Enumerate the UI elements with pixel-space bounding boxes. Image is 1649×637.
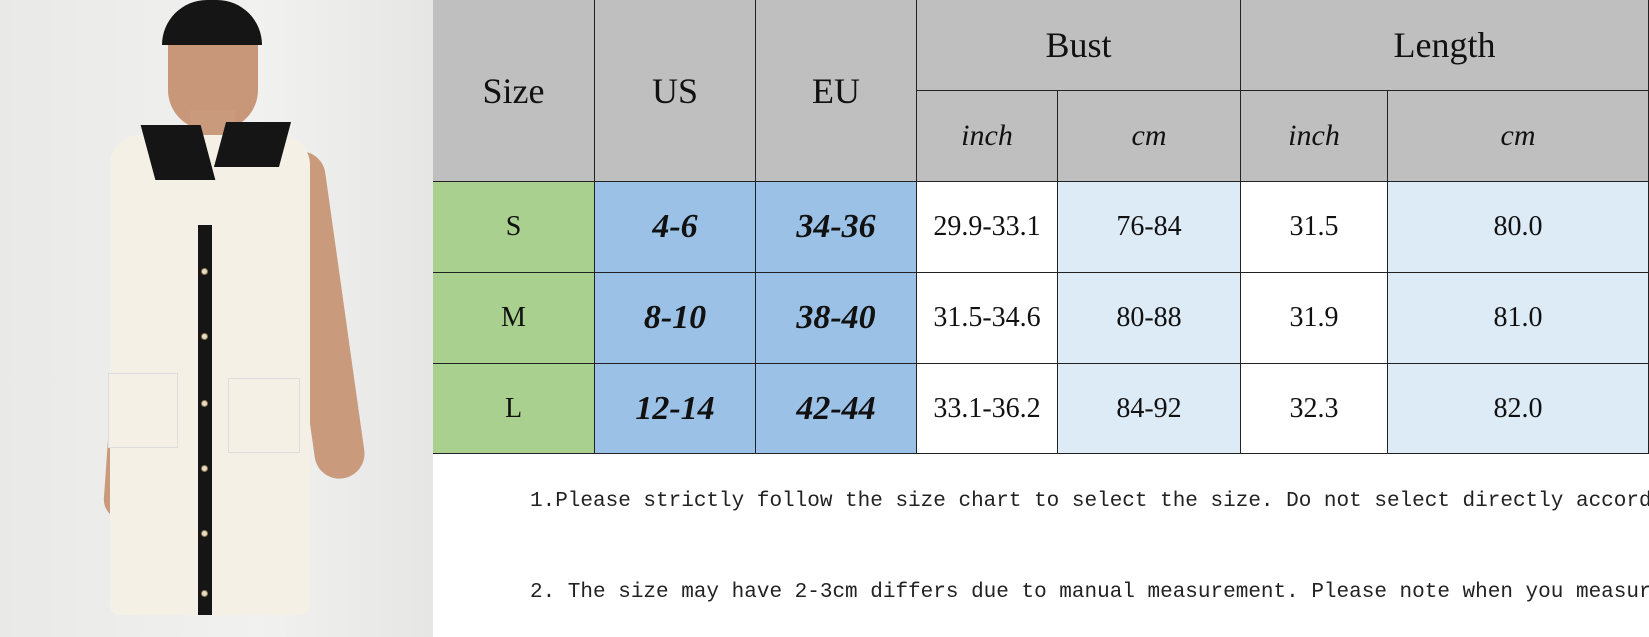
note-2: 2. The size may have 2-3cm differs due t… (530, 581, 1649, 604)
cell-bust-inch: 31.5-34.6 (917, 273, 1058, 364)
header-bust-inch: inch (917, 91, 1058, 182)
cell-length-cm: 81.0 (1388, 273, 1649, 364)
cell-length-inch: 31.9 (1241, 273, 1388, 364)
cell-size: M (433, 273, 595, 364)
product-photo (0, 0, 433, 637)
header-size-label: Size (482, 70, 545, 111)
header-bust: Bust (917, 0, 1241, 91)
header-us: US (595, 0, 756, 182)
cell-eu: 42-44 (756, 364, 917, 454)
cell-bust-cm: 80-88 (1058, 273, 1241, 364)
unit-label: cm (1500, 119, 1536, 152)
cell-size: S (433, 182, 595, 273)
cell-length-cm: 82.0 (1388, 364, 1649, 454)
cell-eu: 38-40 (756, 273, 917, 364)
header-eu: EU (756, 0, 917, 182)
header-length: Length (1241, 0, 1649, 91)
header-bust-label: Bust (1045, 25, 1112, 65)
cell-eu: 34-36 (756, 182, 917, 273)
header-us-label: US (651, 70, 699, 111)
unit-label: inch (1288, 119, 1340, 152)
cell-length-inch: 32.3 (1241, 364, 1388, 454)
header-length-inch: inch (1241, 91, 1388, 182)
note-1: 1.Please strictly follow the size chart … (530, 490, 1649, 513)
cell-bust-inch: 29.9-33.1 (917, 182, 1058, 273)
header-bust-cm: cm (1058, 91, 1241, 182)
size-chart-table: Size US EU Bust Length inch cm inch cm S… (433, 0, 1649, 454)
cell-length-cm: 80.0 (1388, 182, 1649, 273)
header-eu-label: EU (812, 70, 860, 111)
cell-bust-cm: 76-84 (1058, 182, 1241, 273)
header-length-label: Length (1393, 25, 1496, 65)
unit-label: inch (961, 119, 1013, 152)
header-length-cm: cm (1388, 91, 1649, 182)
cell-length-inch: 31.5 (1241, 182, 1388, 273)
header-size: Size (433, 0, 595, 182)
cell-bust-inch: 33.1-36.2 (917, 364, 1058, 454)
cell-us: 8-10 (595, 273, 756, 364)
cell-size: L (433, 364, 595, 454)
cell-us: 4-6 (595, 182, 756, 273)
cell-bust-cm: 84-92 (1058, 364, 1241, 454)
cell-us: 12-14 (595, 364, 756, 454)
unit-label: cm (1131, 119, 1167, 152)
